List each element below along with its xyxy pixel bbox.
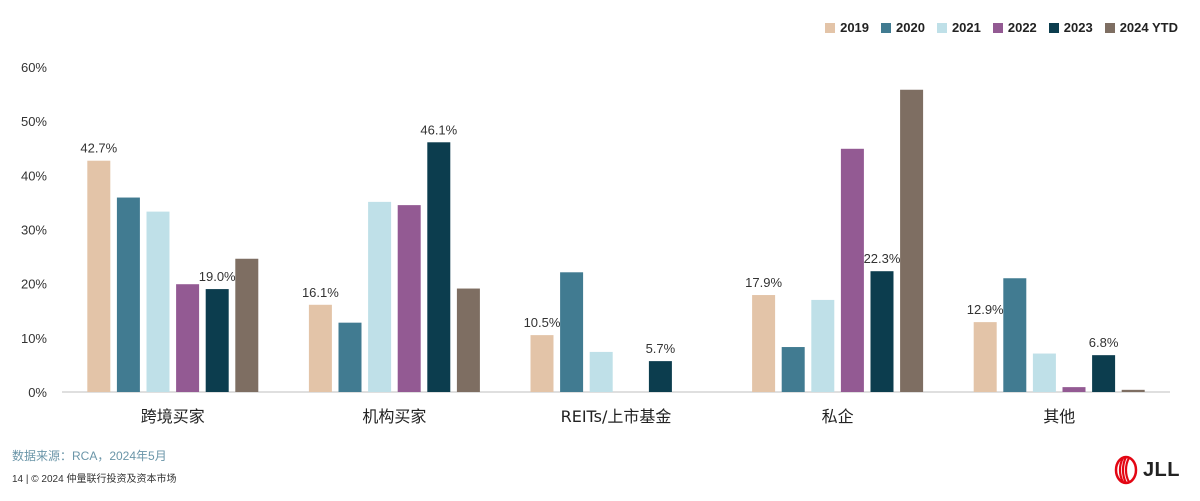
bar (530, 335, 554, 392)
y-tick-label: 0% (28, 385, 47, 400)
data-label: 6.8% (1089, 335, 1119, 350)
legend-swatch (881, 22, 892, 33)
bar (1121, 389, 1145, 392)
bar (235, 258, 259, 392)
data-label: 22.3% (864, 251, 901, 266)
data-label: 42.7% (80, 141, 117, 156)
x-category-label: 其他 (1043, 407, 1075, 426)
bar (1092, 355, 1116, 392)
chart-legend: 2019 2020 2021 2022 2023 2024 YTD (825, 20, 1178, 35)
data-label: 16.1% (302, 285, 339, 300)
bar (1062, 387, 1086, 392)
legend-swatch (992, 22, 1003, 33)
y-tick-label: 40% (21, 168, 47, 183)
bar (560, 272, 584, 392)
bar (308, 304, 332, 392)
x-category-label: 跨境买家 (141, 407, 205, 426)
legend-label: 2020 (896, 20, 925, 35)
legend-swatch (936, 22, 947, 33)
bar (648, 361, 672, 392)
bar (397, 205, 421, 392)
data-label: 10.5% (524, 315, 561, 330)
legend-item: 2020 (881, 20, 925, 35)
legend-swatch (825, 22, 836, 33)
y-tick-label: 20% (21, 277, 47, 292)
y-tick-label: 50% (21, 114, 47, 129)
x-category-label: 机构买家 (362, 407, 426, 426)
legend-item: 2019 (825, 20, 869, 35)
legend-item: 2023 (1048, 20, 1093, 35)
bar (427, 142, 451, 392)
bar (368, 201, 392, 392)
bar (973, 322, 997, 392)
bar (840, 148, 864, 392)
y-tick-label: 30% (21, 223, 47, 238)
bar (1032, 353, 1056, 392)
bar (752, 295, 776, 392)
bar (116, 197, 140, 392)
y-tick-label: 60% (21, 60, 47, 75)
logo-text: JLL (1142, 458, 1180, 481)
bar (1003, 278, 1027, 392)
data-label: 17.9% (745, 275, 782, 290)
legend-item: 2022 (992, 20, 1037, 35)
bar (900, 89, 924, 392)
bar (146, 211, 170, 392)
bar (205, 289, 229, 392)
bar (870, 271, 894, 392)
legend-swatch (1104, 22, 1115, 33)
x-category-label: 私企 (822, 407, 854, 426)
bar (456, 288, 480, 392)
bar (176, 284, 200, 392)
data-source-note: 数据来源：RCA，2024年5月 (12, 449, 167, 463)
legend-label: 2022 (1007, 20, 1037, 35)
jll-logo-icon (1114, 455, 1138, 485)
y-tick-label: 10% (21, 331, 47, 346)
bar (781, 347, 805, 392)
data-label: 12.9% (967, 302, 1004, 317)
jll-logo: JLL (1114, 455, 1180, 485)
bar (589, 351, 613, 392)
data-label: 19.0% (199, 269, 236, 284)
legend-item: 2021 (936, 20, 981, 35)
legend-label: 2023 (1063, 20, 1093, 35)
x-category-label: REITs/上市基金 (561, 407, 672, 426)
bar (338, 322, 362, 392)
copyright-footer: 14 | © 2024 仲量联行投资及资本市场 (12, 474, 177, 485)
bar (87, 160, 111, 392)
legend-item: 2024 YTD (1104, 20, 1178, 35)
legend-swatch (1048, 22, 1059, 33)
legend-label: 2021 (951, 20, 981, 35)
legend-label: 2024 YTD (1119, 20, 1178, 35)
data-label: 46.1% (420, 122, 457, 137)
bar (811, 299, 835, 392)
legend-label: 2019 (840, 20, 870, 35)
data-label: 5.7% (646, 341, 676, 356)
